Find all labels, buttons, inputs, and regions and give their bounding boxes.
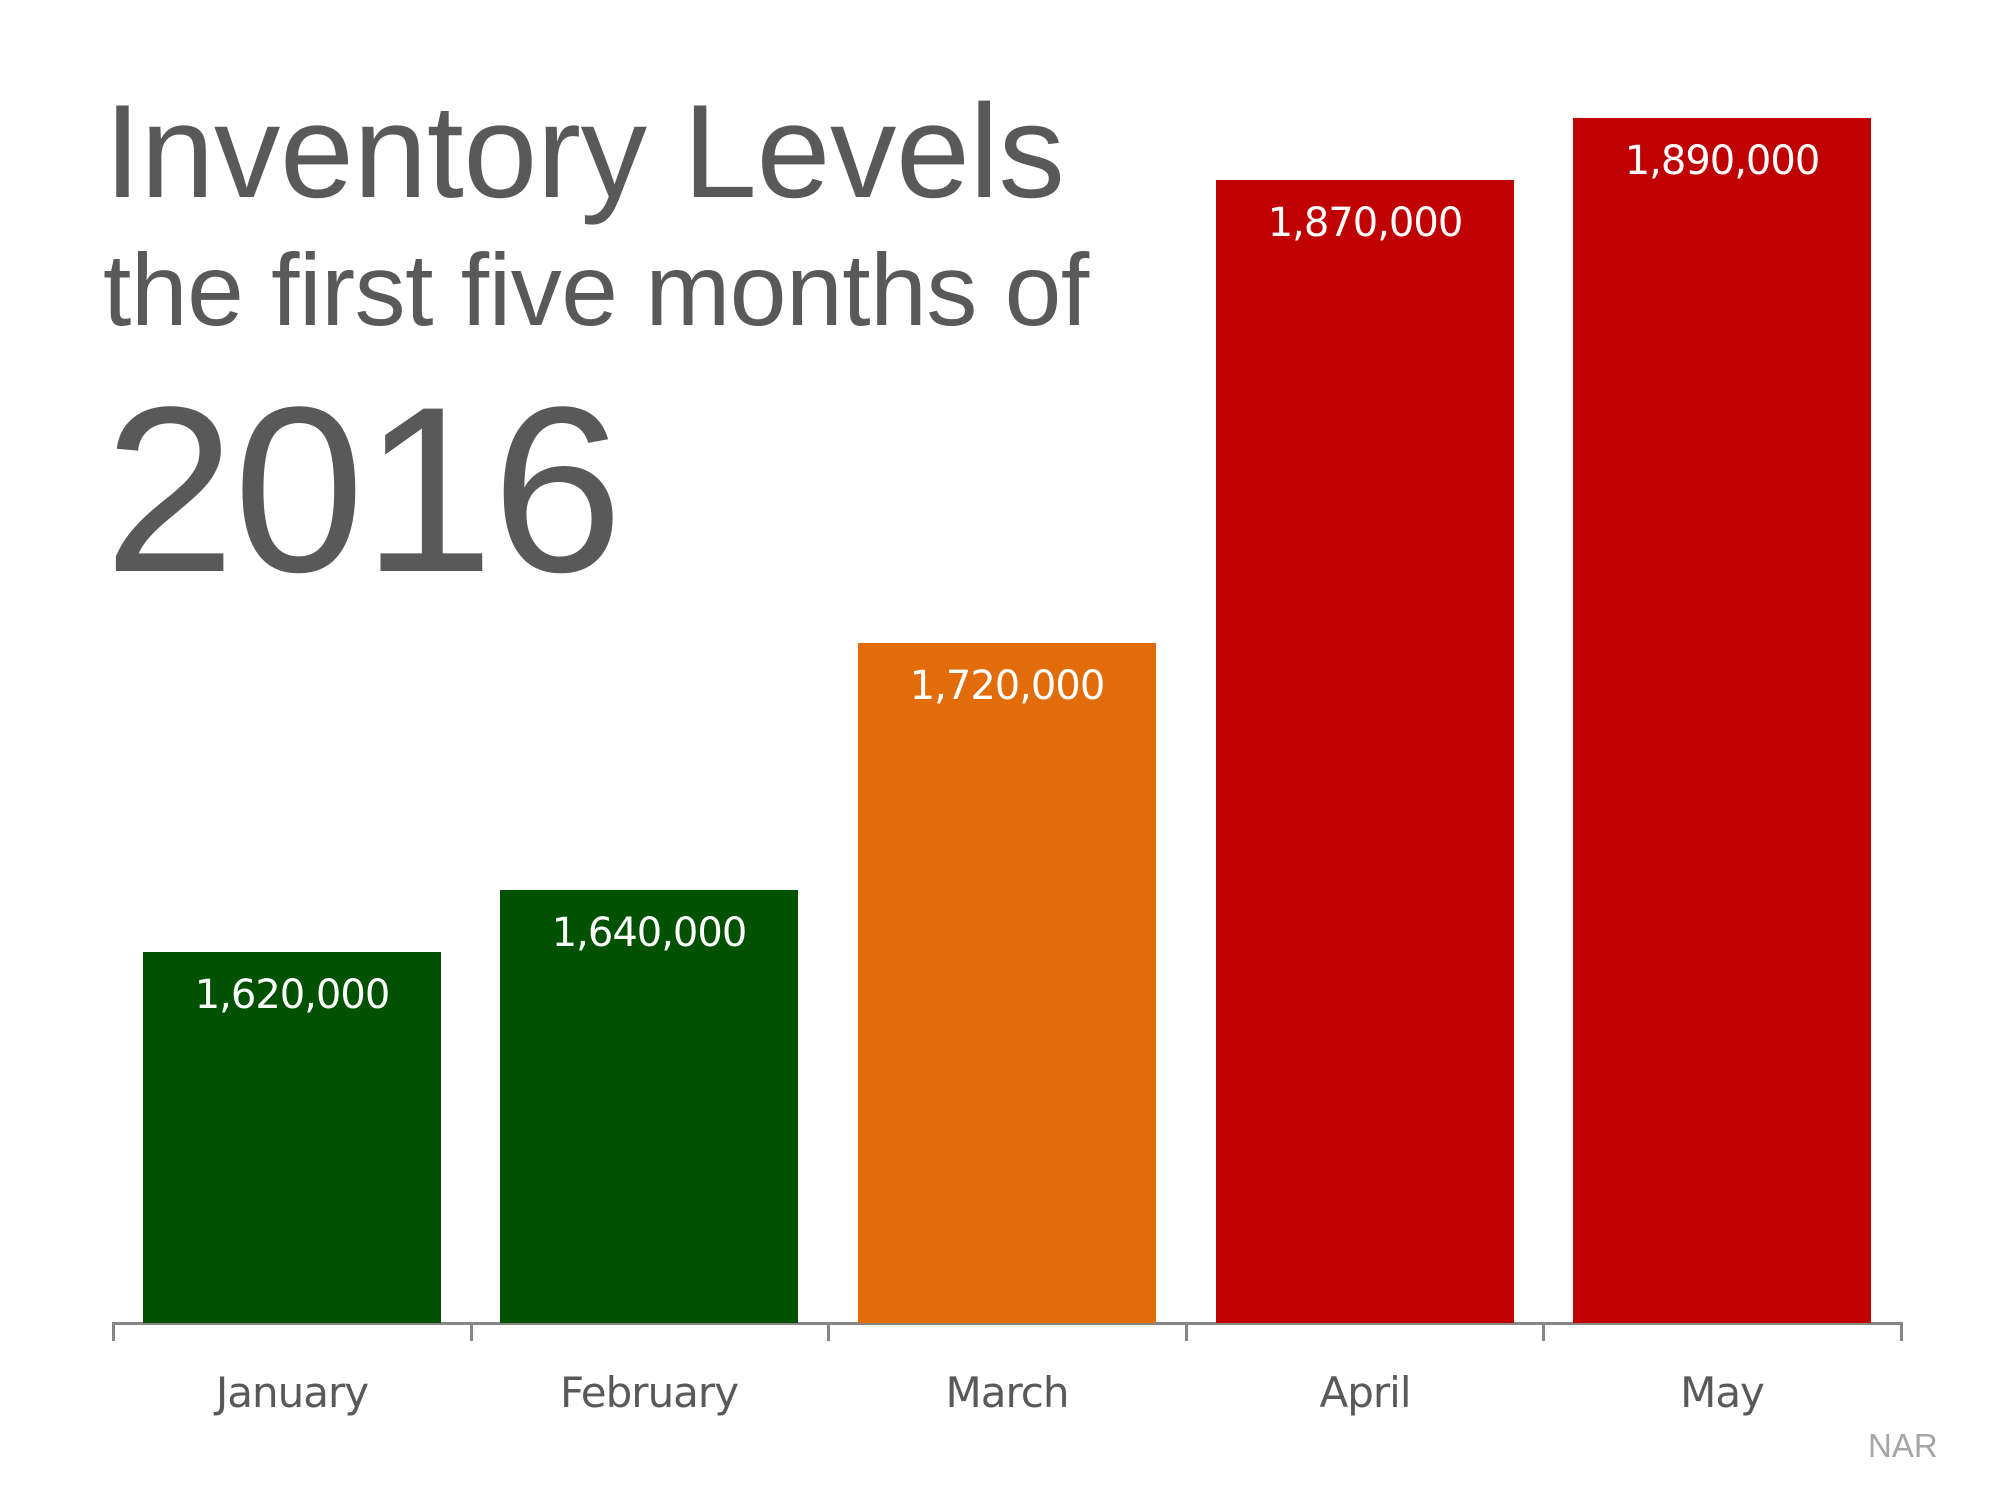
bar-february: 1,640,000 (500, 890, 798, 1323)
x-axis-line (113, 1322, 1902, 1325)
x-axis-tick (1184, 1322, 1188, 1341)
bar-value-label: 1,870,000 (1267, 200, 1464, 246)
bar-value-label: 1,620,000 (194, 972, 391, 1018)
source-label: NAR (1868, 1427, 1938, 1464)
bar-april: 1,870,000 (1216, 180, 1514, 1323)
x-axis-label-april: April (1319, 1368, 1412, 1417)
x-axis-tick (1542, 1322, 1546, 1341)
x-axis-tick (827, 1322, 831, 1341)
bar-value-label: 1,720,000 (909, 663, 1106, 709)
title-subtitle: the first five months of (103, 233, 1089, 347)
title-year: 2016 (104, 358, 623, 622)
x-axis-tick (469, 1322, 473, 1341)
x-axis-tick (1900, 1322, 1903, 1341)
x-axis-label-february: February (559, 1368, 739, 1417)
x-axis-label-january: January (215, 1368, 369, 1417)
bar-value-label: 1,640,000 (551, 910, 748, 956)
x-axis-label-may: May (1680, 1368, 1765, 1417)
bar-march: 1,720,000 (858, 643, 1156, 1323)
x-axis-tick (112, 1322, 115, 1341)
title-main: Inventory Levels (104, 78, 1065, 226)
bar-value-label: 1,890,000 (1624, 138, 1821, 184)
bar-may: 1,890,000 (1573, 118, 1871, 1323)
x-axis-label-march: March (945, 1368, 1069, 1417)
bar-january: 1,620,000 (143, 952, 441, 1323)
